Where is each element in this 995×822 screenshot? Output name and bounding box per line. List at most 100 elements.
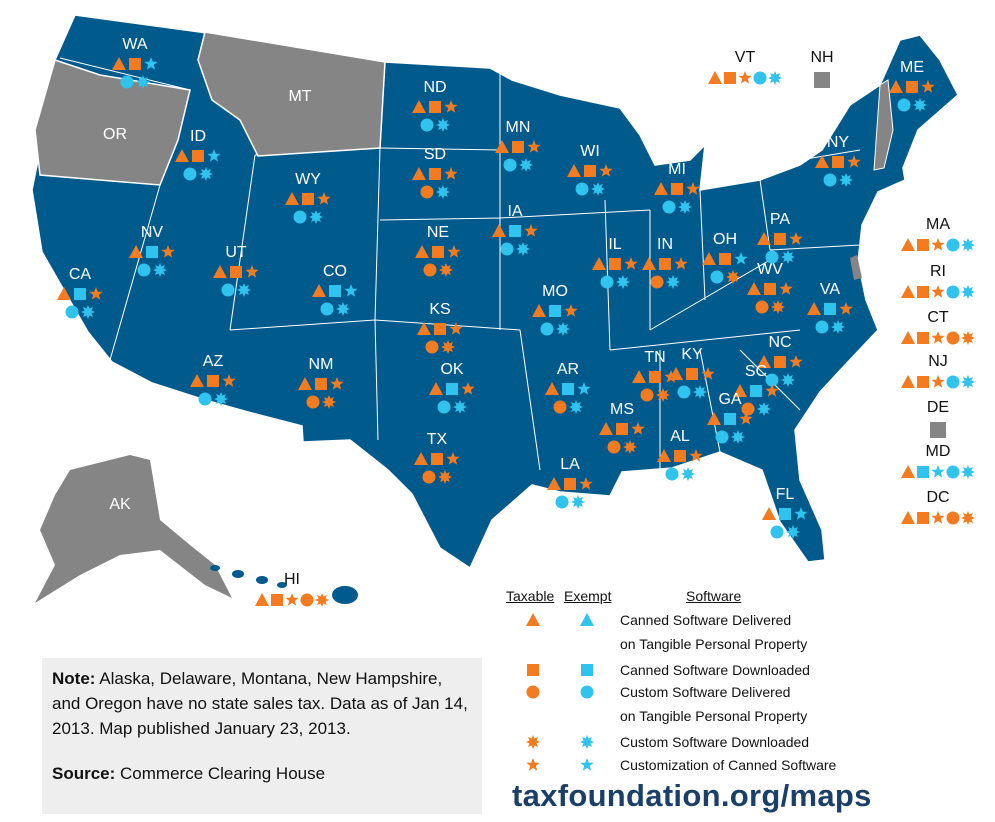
circle-symbol [423,263,437,277]
state: RI [901,263,975,299]
state-label: TN [644,349,665,366]
triangle-symbol [492,224,506,237]
square-symbol [509,225,521,237]
state-label: NY [827,134,850,151]
star-symbol [207,149,221,162]
burst-symbol [519,158,533,172]
state-label: LA [560,456,580,473]
legend-header: Software [686,588,742,604]
state-label: OH [713,231,737,248]
triangle-symbol [747,282,761,295]
state: LA [547,456,593,509]
star-symbol [847,155,861,168]
burst-symbol [623,440,637,454]
triangle-symbol [190,374,204,387]
state: IL [592,236,638,289]
state: WA [112,36,158,89]
burst-symbol [580,735,594,749]
state: ME [889,59,935,112]
source-text: Commerce Clearing House [120,764,326,783]
burst-symbol [839,173,853,187]
circle-symbol [306,395,320,409]
circle-symbol [540,322,554,336]
state-label: IA [507,203,522,220]
state-border [374,147,381,321]
circle-symbol [420,185,434,199]
square-symbol [750,385,762,397]
square-symbol [549,305,561,317]
circle-symbol [137,263,151,277]
burst-symbol [556,322,570,336]
hawaii-island [232,570,244,578]
state-border [374,319,379,441]
star-symbol [931,238,945,251]
legend-label: on Tangible Personal Property [620,636,808,652]
state-border [759,179,771,251]
burst-symbol [616,275,630,289]
star-symbol [599,164,613,177]
star-symbol [931,375,945,388]
triangle-symbol [129,245,143,258]
square-symbol [824,303,836,315]
square-symbol [917,376,929,388]
star-symbol [144,57,158,70]
state: CA [57,266,103,319]
state-label: RI [930,263,946,280]
square-symbol [271,594,283,606]
star-symbol [330,377,344,390]
square-symbol [774,356,786,368]
state-border [649,259,771,331]
square-symbol [434,323,446,335]
triangle-symbol [807,302,821,315]
burst-symbol [438,470,452,484]
star-symbol [701,367,715,380]
state-border [109,184,161,361]
state: MI [654,161,700,214]
source: Source: Commerce Clearing House [52,761,472,786]
square-symbol [609,258,621,270]
burst-symbol [771,300,785,314]
state: AL [657,428,703,481]
star-symbol [524,224,538,237]
square-symbol [917,512,929,524]
no-tax-state-shape [873,79,894,171]
burst-symbol [961,375,975,389]
circle-symbol [946,285,960,299]
square-symbol [230,266,242,278]
star-symbol [734,252,748,265]
note-label: Note: [52,669,96,688]
state-label: WA [122,36,148,53]
burst-symbol [453,400,467,414]
state-label: WI [580,143,600,160]
triangle-symbol [412,167,426,180]
state: TN [632,349,678,402]
state-border [379,147,501,151]
square-symbol [512,141,524,153]
state: UT [213,244,259,297]
circle-symbol [580,685,594,699]
star-symbol [779,282,793,295]
triangle-symbol [757,232,771,245]
state-label: NJ [928,353,948,370]
burst-symbol [961,511,975,525]
burst-symbol [961,285,975,299]
no-tax-state-label: AK [109,496,131,513]
square-symbol [146,246,158,258]
star-symbol [285,593,299,606]
square-symbol [649,371,661,383]
triangle-symbol [580,613,594,626]
hawaii-island [256,576,268,584]
circle-symbol [575,182,589,196]
state-label: MN [506,119,531,136]
star-symbol [577,382,591,395]
state: MD [901,443,975,479]
state-border [59,57,191,91]
state-label: IL [608,236,621,253]
circle-symbol [221,283,235,297]
circle-symbol [607,440,621,454]
hawaii-island [277,582,287,588]
state-border [609,329,801,351]
state: FL [762,486,808,539]
triangle-symbol [901,375,915,388]
